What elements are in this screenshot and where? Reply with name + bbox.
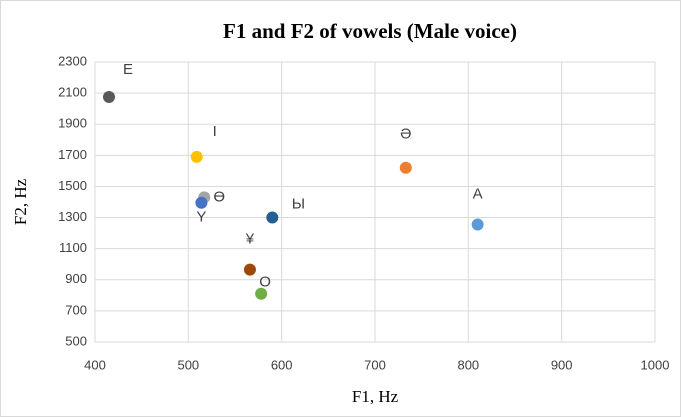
x-axis-label: F1, Hz xyxy=(352,387,399,406)
point xyxy=(266,211,279,224)
x-tick-label: 400 xyxy=(84,357,106,372)
point-label: Ө xyxy=(213,188,225,205)
y-tick-label: 1300 xyxy=(58,209,87,224)
x-tick-label: 900 xyxy=(551,357,573,372)
point xyxy=(103,91,115,103)
point xyxy=(255,287,268,300)
point-label: A xyxy=(473,186,483,203)
y-tick-label: 1500 xyxy=(58,178,87,193)
y-tick-label: 2300 xyxy=(58,53,87,68)
point-label: O xyxy=(259,274,271,291)
point xyxy=(195,196,208,209)
point-label: Ə xyxy=(400,126,411,143)
x-tick-label: 800 xyxy=(457,357,479,372)
point xyxy=(399,161,412,174)
point-label: Y xyxy=(196,209,206,226)
x-tick-label: 600 xyxy=(271,357,293,372)
y-tick-label: 1100 xyxy=(59,240,87,255)
x-tick-label: 700 xyxy=(364,357,386,372)
point xyxy=(471,218,484,231)
x-tick-label: 500 xyxy=(177,357,199,372)
y-axis-label: F2, Hz xyxy=(11,178,30,225)
point-label: Ы xyxy=(292,196,305,213)
point-label: E xyxy=(123,61,133,78)
y-tick-label: 500 xyxy=(65,333,87,348)
y-tick-label: 900 xyxy=(65,271,87,286)
point xyxy=(243,263,256,276)
y-tick-label: 1700 xyxy=(58,147,87,162)
chart-title: F1 and F2 of vowels (Male voice) xyxy=(223,19,517,43)
point-label: ¥ xyxy=(245,231,255,248)
y-tick-label: 700 xyxy=(65,302,87,317)
x-tick-label: 1000 xyxy=(641,357,670,372)
y-tick-label: 1900 xyxy=(58,116,87,131)
point xyxy=(190,150,203,163)
y-tick-label: 2100 xyxy=(58,85,87,100)
point-label: I xyxy=(213,123,217,140)
